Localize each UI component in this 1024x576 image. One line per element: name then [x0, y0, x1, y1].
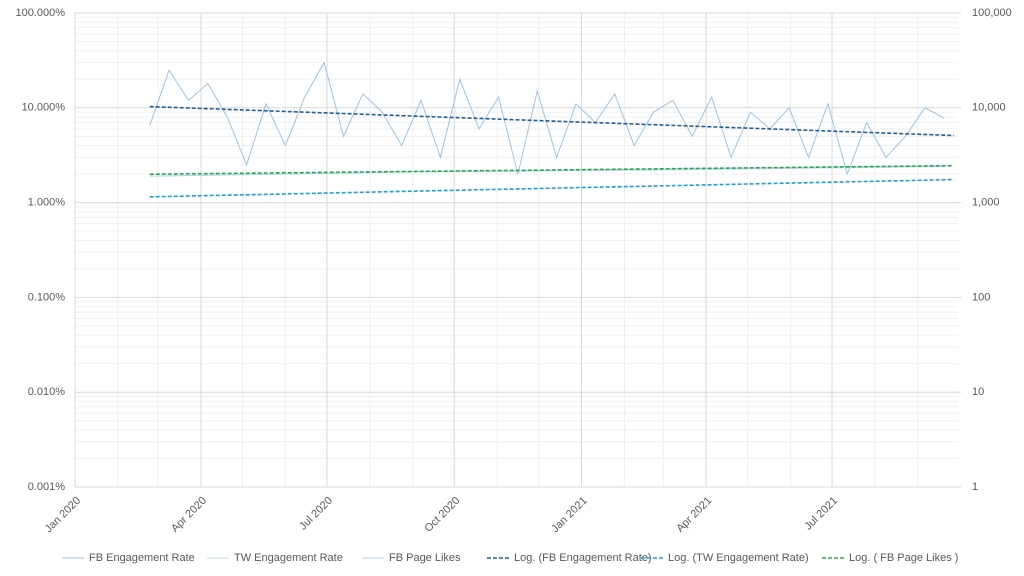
legend-label: FB Page Likes	[389, 552, 461, 564]
y-tick-label: 10.000%	[22, 102, 66, 114]
series-line	[149, 166, 945, 177]
y2-tick-label: 10	[972, 386, 984, 398]
x-tick-label: Apr 2021	[674, 495, 714, 535]
y2-tick-label: 10,000	[972, 102, 1006, 114]
series-line	[149, 61, 945, 176]
y2-tick-label: 1	[972, 481, 978, 493]
trend-line	[149, 178, 954, 198]
y2-tick-label: 100,000	[972, 7, 1012, 19]
y-tick-label: 0.001%	[28, 481, 66, 493]
y2-tick-label: 1,000	[972, 197, 1000, 209]
y2-tick-label: 100	[972, 291, 990, 303]
x-tick-label: Jul 2020	[297, 495, 335, 533]
x-tick-label: Jan 2021	[549, 495, 589, 535]
y-tick-label: 0.100%	[28, 291, 66, 303]
y-tick-label: 1.000%	[28, 197, 66, 209]
legend-label: FB Engagement Rate	[89, 552, 195, 564]
trend-line	[149, 164, 954, 176]
x-tick-label: Jul 2021	[802, 495, 840, 533]
x-tick-label: Jan 2020	[43, 495, 83, 535]
y-tick-label: 100.000%	[15, 7, 65, 19]
x-tick-label: Oct 2020	[422, 495, 462, 535]
legend-label: Log. (TW Engagement Rate)	[668, 552, 809, 564]
legend-label: TW Engagement Rate	[234, 552, 343, 564]
trend-line	[149, 105, 954, 137]
x-tick-label: Apr 2020	[169, 495, 209, 535]
legend-label: Log. (FB Engagement Rate)	[514, 552, 652, 564]
y-tick-label: 0.010%	[28, 386, 66, 398]
legend-label: Log. ( FB Page Likes )	[849, 552, 958, 564]
